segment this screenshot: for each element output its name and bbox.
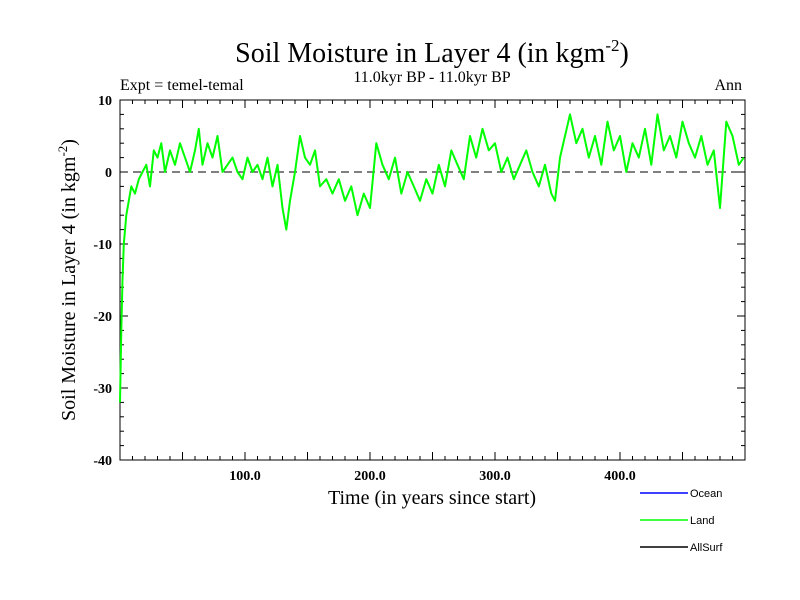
chart-header: Soil Moisture in Layer 4 (in kgm-2) 11.0… [120,36,742,94]
y-tick-label: -40 [93,454,112,469]
y-axis-title: Soil Moisture in Layer 4 (in kgm-2) [55,139,80,421]
y-tick-label: 10 [98,94,112,109]
legend-label: Ocean [690,488,722,500]
legend-item-ocean: Ocean [640,488,722,500]
x-tick-label: 300.0 [479,469,511,484]
plot-area: 100.0 200.0 300.0 400.0 10 0 -10 -20 -30 -40 [93,94,746,484]
expt-label: Expt = temel-temal [120,77,244,94]
x-tick-label: 200.0 [354,469,386,484]
chart-title: Soil Moisture in Layer 4 (in kgm-2) [235,36,629,69]
legend: Ocean Land AllSurf [640,488,723,554]
legend-item-allsurf: AllSurf [640,542,723,554]
legend-label: Land [690,515,714,527]
legend-item-land: Land [640,515,714,527]
season-label: Ann [714,77,742,94]
y-axis-label: Soil Moisture in Layer 4 (in kgm-2) [55,139,80,421]
legend-label: AllSurf [690,542,723,554]
x-axis-label: Time (in years since start) [328,487,536,509]
series-line-land [119,113,745,403]
chart-subtitle: 11.0kyr BP - 11.0kyr BP [353,69,510,86]
y-tick-label: -10 [93,238,112,253]
x-tick-label: 100.0 [229,469,261,484]
x-tick-label: 400.0 [604,469,636,484]
y-tick-label: -30 [93,382,112,397]
y-tick-label: -20 [93,310,112,325]
y-tick-label: 0 [105,166,112,181]
